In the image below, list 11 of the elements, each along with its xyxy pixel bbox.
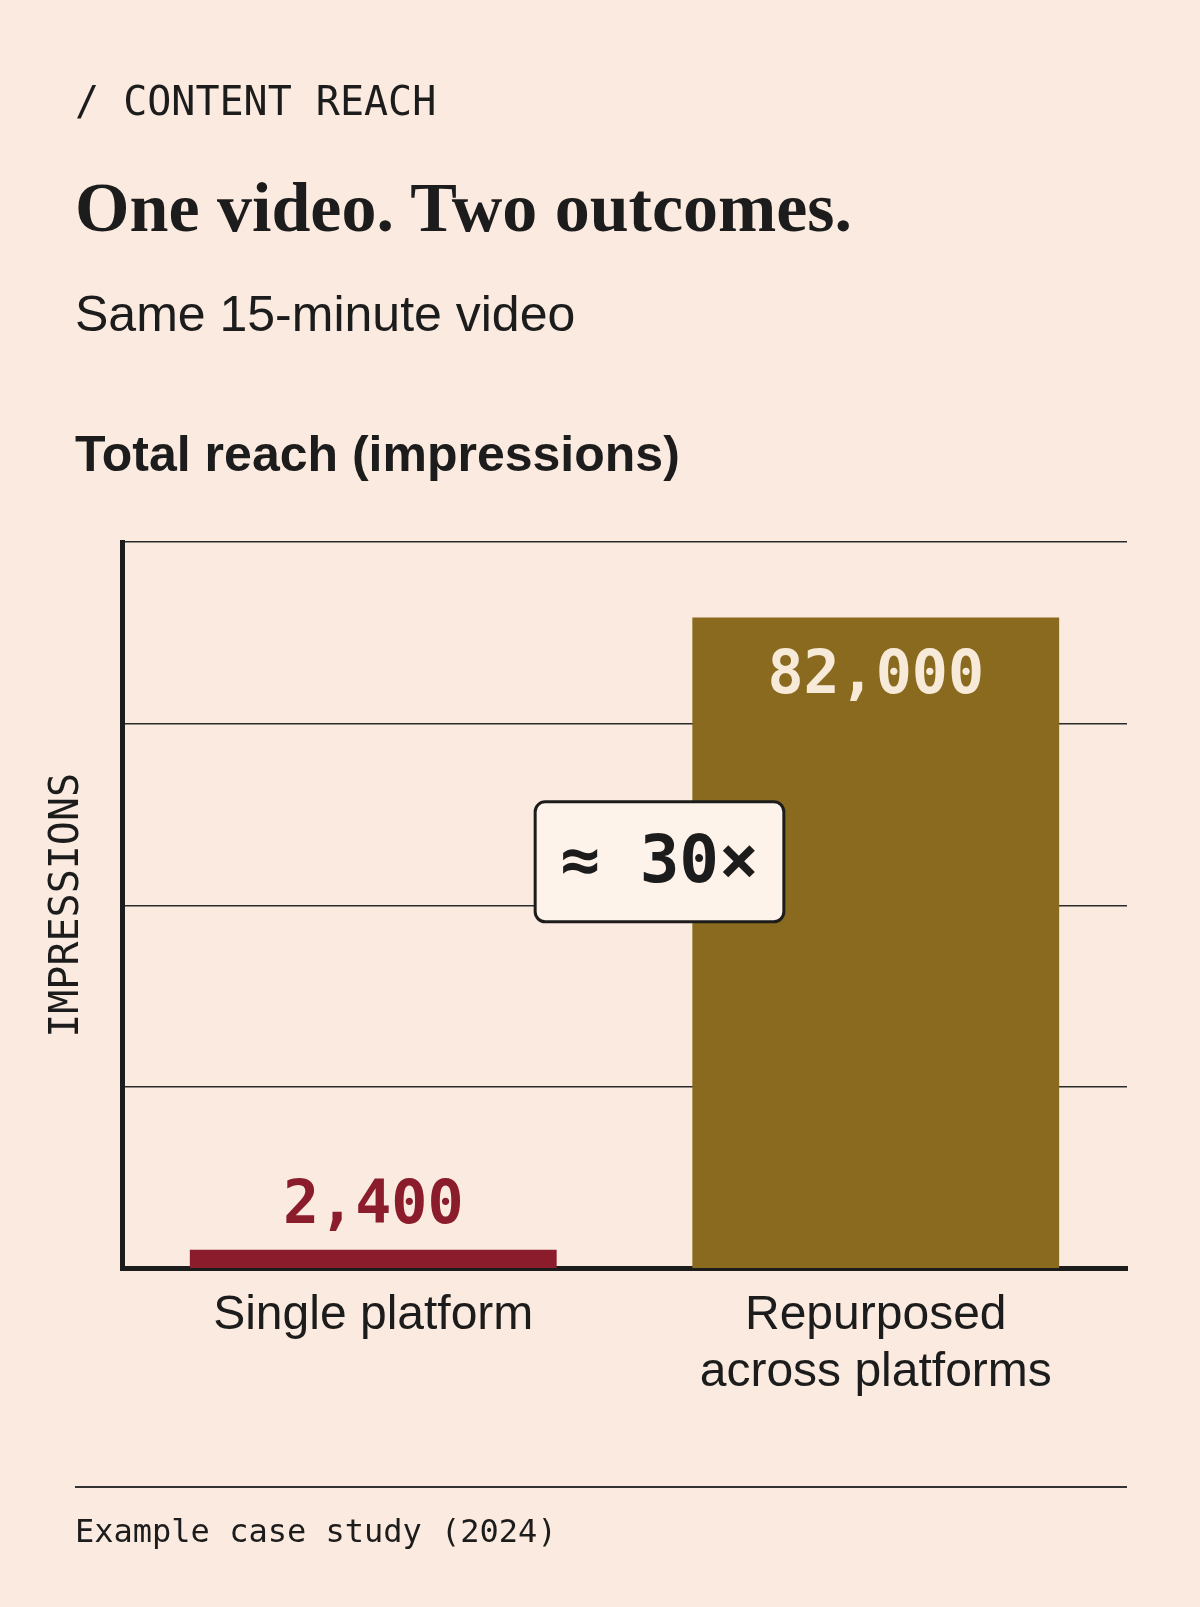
- data-label: 2,400: [282, 1167, 464, 1238]
- data-label: 82,000: [767, 637, 985, 708]
- text: / CONTENT REACH: [75, 78, 437, 124]
- y-axis-title: IMPRESSIONS: [41, 772, 88, 1038]
- text: Example case study (2024): [75, 1512, 557, 1550]
- x-tick-label: Repurposed across platforms: [699, 1285, 1052, 1397]
- chart-title: One video. Two outcomes.: [75, 168, 853, 248]
- text: Total reach (impressions): [75, 425, 680, 483]
- x-tick-label: Single platform: [213, 1285, 534, 1339]
- chart-subtitle: Same 15-minute video: [75, 285, 576, 343]
- annotation: ≈ 30×: [560, 820, 759, 898]
